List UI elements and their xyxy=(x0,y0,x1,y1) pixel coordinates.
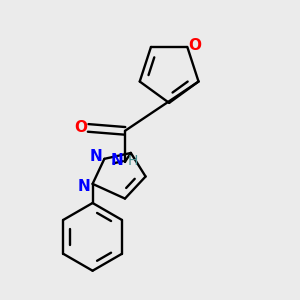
Text: H: H xyxy=(128,154,138,168)
Text: O: O xyxy=(74,120,87,135)
Text: N: N xyxy=(89,149,102,164)
Text: N: N xyxy=(77,179,90,194)
Text: N: N xyxy=(110,153,123,168)
Text: O: O xyxy=(188,38,201,53)
